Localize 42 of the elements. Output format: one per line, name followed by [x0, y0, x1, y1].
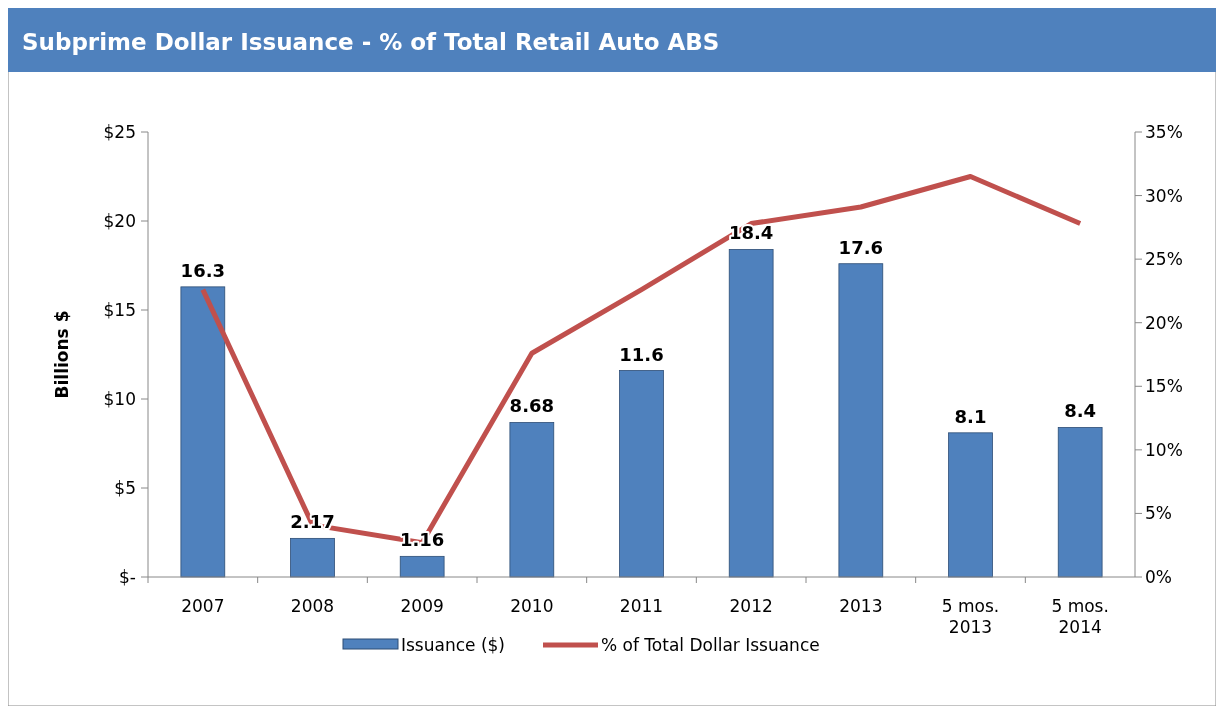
y-tick-label: $- — [119, 566, 136, 587]
data-label: 8.1 — [954, 405, 987, 427]
x-tick-label: 5 mos. 2013 — [941, 596, 1000, 637]
y2-tick-label: 25% — [1145, 249, 1183, 270]
y-tick-label: $5 — [114, 477, 136, 498]
data-label: 8.4 — [1064, 400, 1097, 422]
x-tick-label: 2008 — [290, 596, 335, 616]
bar — [728, 249, 774, 578]
data-label: 11.6 — [619, 343, 664, 365]
y2-tick-label: 0% — [1145, 566, 1172, 587]
legend-label: % of Total Dollar Issuance — [601, 634, 820, 655]
y-tick-label: $10 — [103, 388, 136, 409]
x-tick-label: 2012 — [729, 596, 773, 616]
x-tick-label: 2013 — [839, 596, 883, 616]
bar — [180, 286, 226, 578]
y-axis-title: Billions $ — [52, 310, 72, 399]
y2-tick-label: 5% — [1145, 503, 1172, 524]
bar — [619, 370, 664, 578]
bar — [399, 555, 445, 578]
y2-tick-label: 30% — [1145, 185, 1183, 206]
x-tick-label: 2009 — [400, 596, 444, 616]
data-label: 16.3 — [180, 259, 226, 281]
y2-tick-label: 20% — [1145, 312, 1183, 333]
data-label: 8.68 — [509, 395, 555, 417]
y-tick-label: $15 — [103, 299, 136, 320]
bar — [948, 432, 993, 578]
bar — [290, 537, 335, 578]
x-tick-label: 2010 — [510, 596, 554, 616]
y-tick-label: $20 — [103, 210, 136, 231]
x-tick-label: 2007 — [181, 596, 225, 616]
y-tick-label: $25 — [103, 121, 136, 142]
y2-tick-label: 15% — [1145, 376, 1183, 397]
bar — [1057, 427, 1103, 578]
y2-tick-label: 10% — [1145, 439, 1183, 460]
chart-title: Subprime Dollar Issuance - % of Total Retail Auto ABS — [22, 29, 720, 55]
bar — [509, 422, 555, 578]
x-tick-label: 5 mos. 2014 — [1051, 596, 1109, 637]
bar — [838, 263, 884, 578]
x-tick-label: 2011 — [619, 596, 664, 616]
y2-tick-label: 35% — [1145, 121, 1183, 142]
legend-label: Issuance ($) — [401, 634, 505, 655]
data-label: 17.6 — [838, 236, 884, 258]
